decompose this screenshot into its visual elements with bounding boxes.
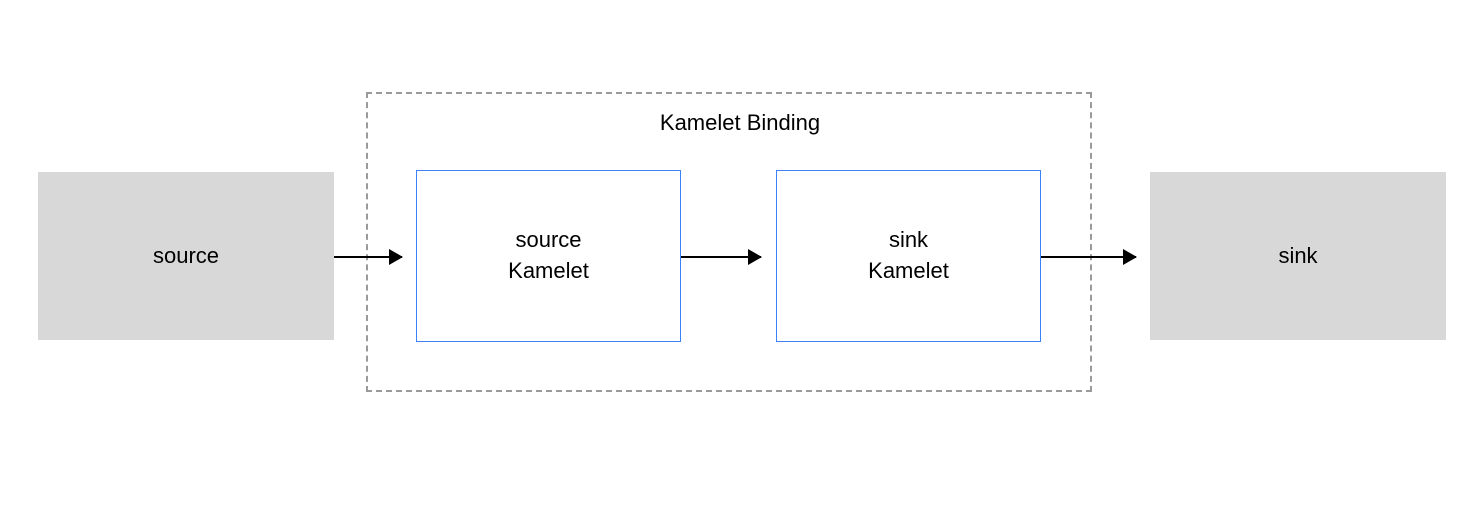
source-node: source (38, 172, 334, 340)
source-kamelet-node-label: sourceKamelet (508, 225, 589, 287)
sink-kamelet-node-label: sinkKamelet (868, 225, 949, 287)
source-kamelet-node: sourceKamelet (416, 170, 681, 342)
sink-kamelet-node: sinkKamelet (776, 170, 1041, 342)
arrow-source-kamelet-to-sink-kamelet (681, 256, 761, 258)
sink-node: sink (1150, 172, 1446, 340)
arrow-sink-kamelet-to-sink (1041, 256, 1136, 258)
arrow-source-to-source-kamelet (334, 256, 402, 258)
kamelet-binding-title: Kamelet Binding (640, 110, 840, 136)
source-node-label: source (153, 241, 219, 272)
sink-node-label: sink (1278, 241, 1317, 272)
flowchart-diagram: Kamelet Binding source sourceKamelet sin… (0, 0, 1482, 514)
